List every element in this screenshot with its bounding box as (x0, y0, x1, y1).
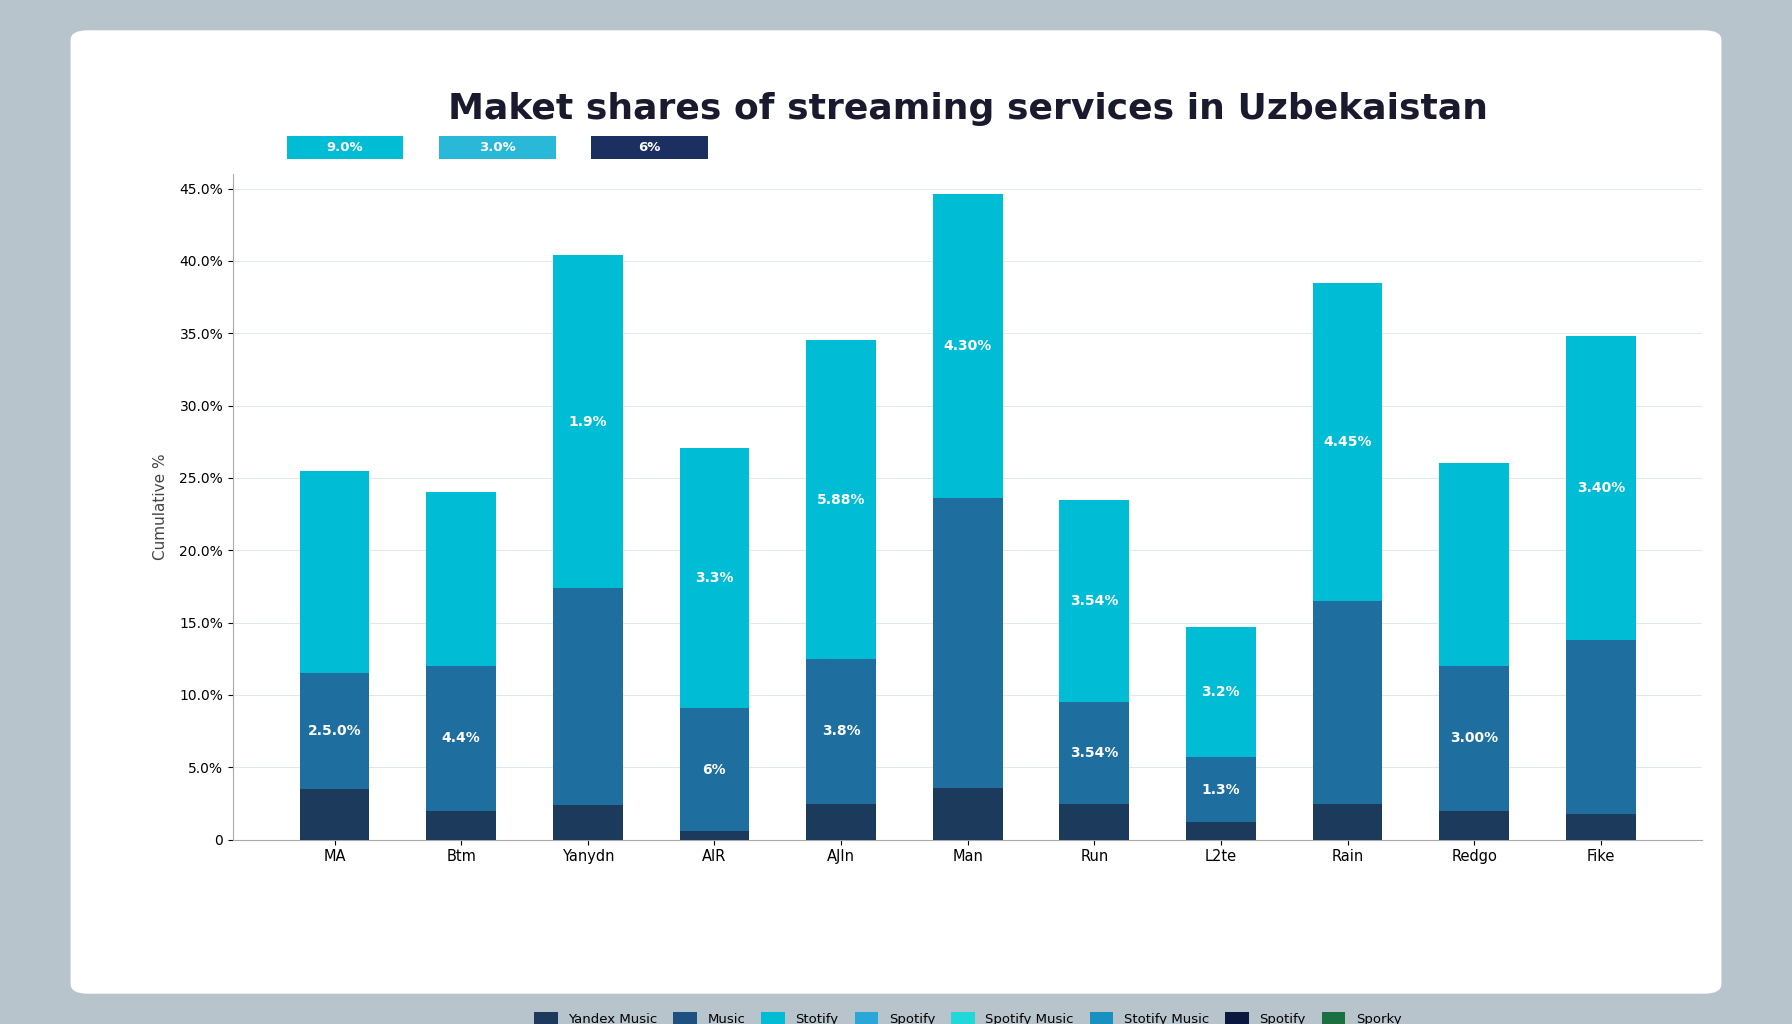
Bar (806, 340, 876, 658)
Bar (299, 471, 369, 674)
Text: 3.2%: 3.2% (1202, 685, 1240, 699)
Bar (554, 255, 622, 588)
Bar (426, 666, 496, 811)
Text: 3.54%: 3.54% (1070, 594, 1118, 608)
Title: Maket shares of streaming services in Uzbekaistan: Maket shares of streaming services in Uz… (448, 91, 1487, 126)
Text: 3.54%: 3.54% (1070, 745, 1118, 760)
Bar (1314, 804, 1382, 840)
Text: 3.3%: 3.3% (695, 570, 733, 585)
Bar (1059, 500, 1129, 702)
Bar (679, 831, 749, 840)
Text: 1.3%: 1.3% (1202, 782, 1240, 797)
Text: 3.00%: 3.00% (1450, 731, 1498, 745)
Bar (1186, 627, 1256, 757)
Bar (1439, 811, 1509, 840)
Bar (934, 787, 1002, 840)
Text: 4.45%: 4.45% (1322, 435, 1373, 449)
Text: 2.5.0%: 2.5.0% (308, 724, 362, 738)
Text: 3.8%: 3.8% (823, 724, 860, 738)
Y-axis label: Cumulative %: Cumulative % (154, 454, 168, 560)
Bar (806, 804, 876, 840)
Text: 3.0%: 3.0% (478, 141, 516, 154)
Bar (1314, 283, 1382, 601)
Bar (554, 805, 622, 840)
Bar (1186, 757, 1256, 822)
Bar (426, 811, 496, 840)
Bar (426, 493, 496, 666)
Bar (1314, 601, 1382, 804)
Bar (1186, 822, 1256, 840)
Bar (299, 674, 369, 790)
Text: 9.0%: 9.0% (326, 141, 364, 154)
Bar (554, 588, 622, 805)
Bar (806, 658, 876, 804)
Text: 4.30%: 4.30% (944, 339, 991, 353)
Text: 6%: 6% (702, 763, 726, 776)
Bar (1439, 464, 1509, 666)
Legend: Yandex Music, Music, Stotify, Spotify, Spotify Music, Stotify Music, Spotify, Sp: Yandex Music, Music, Stotify, Spotify, S… (527, 1006, 1409, 1024)
Text: 1.9%: 1.9% (568, 415, 607, 428)
Text: 6%: 6% (638, 141, 661, 154)
Text: 3.40%: 3.40% (1577, 481, 1625, 495)
Bar (934, 499, 1002, 787)
Bar (679, 708, 749, 831)
Bar (1566, 336, 1636, 640)
Bar (934, 195, 1002, 499)
Bar (1566, 640, 1636, 814)
Text: 4.4%: 4.4% (443, 731, 480, 745)
Bar (1059, 702, 1129, 804)
Bar (1439, 666, 1509, 811)
Text: 5.88%: 5.88% (817, 493, 866, 507)
Bar (1059, 804, 1129, 840)
Bar (1566, 814, 1636, 840)
Bar (679, 447, 749, 708)
FancyBboxPatch shape (70, 31, 1722, 993)
Bar (299, 790, 369, 840)
